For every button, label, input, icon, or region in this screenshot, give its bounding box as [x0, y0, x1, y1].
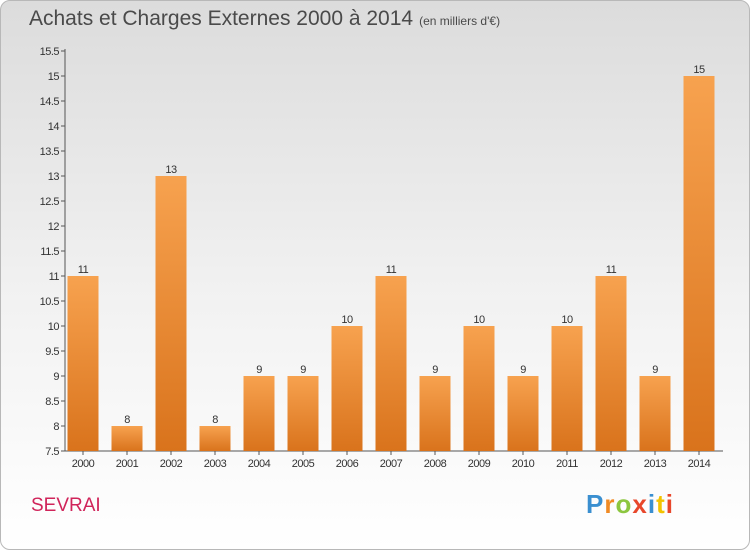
data-label-2001: 8	[124, 414, 130, 426]
y-tick-label: 14.5	[40, 96, 60, 108]
y-tick-label: 12	[48, 221, 60, 233]
bar-2004	[243, 376, 275, 451]
bar-2000	[67, 276, 99, 451]
x-tick-label: 2000	[72, 458, 95, 470]
y-tick-label: 11.5	[40, 246, 59, 258]
logo-letter: P	[586, 489, 605, 519]
bar-2014	[683, 76, 715, 451]
bar-2012	[595, 276, 627, 451]
logo-letter: o	[615, 489, 633, 519]
data-label-2006: 10	[341, 314, 353, 326]
data-label-2000: 11	[78, 264, 89, 276]
x-tick-label: 2002	[160, 458, 183, 470]
y-tick-label: 11	[49, 271, 60, 283]
bar-2001	[111, 426, 143, 451]
y-tick-label: 7.5	[45, 446, 59, 458]
logo-letter: r	[604, 489, 616, 519]
x-tick-label: 2005	[292, 458, 315, 470]
data-label-2004: 9	[256, 364, 262, 376]
data-labels: 11 8 13 8 9 9 10 11 9 10 9 10 11 9 15	[78, 64, 706, 426]
x-tick-label: 2009	[468, 458, 491, 470]
data-label-2003: 8	[212, 414, 218, 426]
y-tick-label: 13	[48, 171, 60, 183]
y-tick-label: 9.5	[45, 346, 59, 358]
y-tick-label: 10	[48, 321, 60, 333]
y-tick-label: 13.5	[40, 146, 60, 158]
data-label-2010: 9	[520, 364, 526, 376]
y-tick-label: 15	[48, 71, 60, 83]
y-tick-label: 12.5	[40, 196, 60, 208]
bars	[67, 76, 715, 451]
x-tick-label: 2004	[248, 458, 271, 470]
data-label-2014: 15	[693, 64, 705, 76]
proxiti-logo: Proxiti	[586, 489, 674, 520]
x-tick-label: 2014	[688, 458, 711, 470]
bar-2013	[639, 376, 671, 451]
data-label-2013: 9	[652, 364, 658, 376]
data-label-2012: 11	[606, 264, 617, 276]
x-tick-label: 2001	[116, 458, 139, 470]
x-tick-label: 2008	[424, 458, 447, 470]
x-tick-label: 2011	[556, 458, 578, 470]
bar-2011	[551, 326, 583, 451]
title-text: Achats et Charges Externes 2000 à 2014	[29, 7, 414, 30]
x-tick-label: 2012	[600, 458, 623, 470]
bar-2006	[331, 326, 363, 451]
bar-2007	[375, 276, 407, 451]
bar-2010	[507, 376, 539, 451]
chart-subtitle: (en milliers d'€)	[419, 14, 501, 28]
bar-2005	[287, 376, 319, 451]
y-tick-label: 9	[53, 371, 59, 383]
x-tick-label: 2007	[380, 458, 403, 470]
data-label-2005: 9	[300, 364, 306, 376]
logo-letter: i	[665, 489, 674, 519]
x-tick-label: 2013	[644, 458, 667, 470]
bar-2003	[199, 426, 231, 451]
x-tick-label: 2003	[204, 458, 227, 470]
data-label-2008: 9	[432, 364, 438, 376]
commune-name: SEVRAI	[31, 495, 101, 516]
y-tick-label: 10.5	[40, 296, 60, 308]
logo-letter: i	[647, 489, 657, 519]
x-tick-label: 2010	[512, 458, 535, 470]
logo-letter: t	[656, 489, 666, 519]
y-tick-label: 8.5	[45, 396, 59, 408]
y-tick-label: 15.5	[40, 46, 60, 58]
y-tick-label: 14	[48, 121, 60, 133]
x-tick-label: 2006	[336, 458, 359, 470]
data-label-2011: 10	[561, 314, 573, 326]
chart-title: Achats et Charges Externes 2000 à 2014 (e…	[29, 7, 500, 31]
bar-2008	[419, 376, 451, 451]
y-tick-label: 8	[53, 421, 59, 433]
data-label-2002: 13	[165, 164, 177, 176]
data-label-2007: 11	[386, 264, 397, 276]
bar-2009	[463, 326, 495, 451]
logo-letter: x	[632, 489, 648, 519]
data-label-2009: 10	[473, 314, 485, 326]
bar-2002	[155, 176, 187, 451]
